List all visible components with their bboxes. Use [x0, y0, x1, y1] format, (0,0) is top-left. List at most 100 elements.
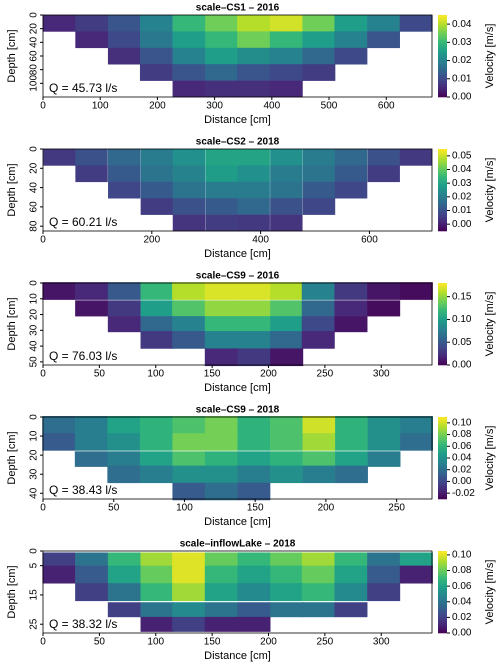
heat-cell — [237, 451, 271, 467]
colorbar-step — [438, 486, 447, 490]
colorbar-step — [438, 226, 447, 230]
heat-cell — [139, 451, 173, 467]
x-tick-label: 50 — [94, 637, 106, 648]
heat-cell — [400, 416, 434, 434]
heat-cell — [140, 602, 174, 618]
heat-cell — [107, 416, 141, 434]
heat-cell — [204, 565, 238, 584]
heat-cell — [74, 416, 108, 434]
heat-cell — [205, 47, 239, 65]
heat-cell — [302, 181, 336, 199]
x-tick-label: 0 — [40, 637, 46, 648]
colorbar-step — [438, 419, 447, 422]
colorbar-tick-label: 0.05 — [452, 337, 472, 348]
x-tick-label: 100 — [147, 369, 164, 380]
x-tick-label: 200 — [318, 503, 335, 514]
colorbar-step — [438, 577, 447, 580]
colorbar-tick-label: 0.02 — [452, 612, 472, 623]
y-tick-label: 40 — [29, 487, 40, 499]
colorbar-step — [438, 153, 447, 156]
colorbar-step — [438, 23, 447, 26]
heat-cell — [75, 31, 109, 49]
heat-cell — [204, 433, 238, 451]
plot-frame — [42, 550, 433, 634]
colorbar-step — [438, 567, 447, 570]
colorbar-step — [438, 173, 447, 176]
colorbar-step — [438, 321, 447, 325]
heat-cell — [139, 465, 173, 484]
heat-cell — [139, 31, 173, 49]
heat-cell — [139, 64, 173, 81]
heat-cell — [302, 451, 336, 467]
y-axis-title: Depth [cm] — [6, 565, 18, 618]
heat-cell — [301, 282, 335, 300]
y-tick-label: 40 — [29, 182, 40, 194]
heat-cell — [172, 451, 206, 467]
x-tick-label: 50 — [108, 503, 120, 514]
colorbar-step — [438, 354, 447, 358]
colorbar-tick-label: 0.02 — [452, 55, 472, 66]
colorbar-step — [438, 84, 447, 88]
colorbar-step — [438, 433, 447, 436]
colorbar-step — [438, 49, 447, 53]
heat-cell — [172, 416, 206, 434]
y-tick-label: 0 — [29, 414, 40, 420]
colorbar-step — [438, 581, 447, 585]
heat-cell — [237, 416, 271, 434]
colorbar-step — [438, 169, 447, 172]
colorbar-step — [438, 336, 447, 339]
heat-cell — [270, 316, 304, 333]
colorbar-step — [438, 557, 447, 560]
colorbar-step — [438, 362, 447, 366]
heat-cell — [75, 165, 108, 183]
heat-cell — [74, 451, 108, 467]
heat-cell — [269, 80, 303, 98]
annotation: Q = 45.73 l/s — [49, 81, 117, 95]
colorbar-step — [438, 484, 447, 487]
colorbar-step — [438, 332, 447, 335]
plot-frame — [42, 148, 433, 232]
colorbar-step — [438, 155, 447, 158]
colorbar-step — [438, 319, 447, 323]
colorbar-step — [438, 443, 447, 446]
colorbar-tick-label: 0.10 — [452, 314, 472, 325]
colorbar-step — [438, 569, 447, 572]
colorbar-step — [438, 455, 447, 459]
colorbar-step — [438, 19, 447, 22]
colorbar-step — [438, 289, 447, 292]
colorbar-step — [438, 17, 447, 20]
y-tick-label: 80 — [29, 64, 40, 76]
colorbar-tick-label: 0.10 — [452, 550, 472, 561]
heat-cell — [334, 31, 368, 49]
heat-cell — [399, 149, 433, 166]
heat-cell — [172, 552, 206, 568]
heat-cell — [334, 583, 368, 602]
colorbar-step — [438, 441, 447, 444]
colorbar-step — [438, 496, 447, 500]
x-tick-label: 0 — [40, 101, 46, 112]
colorbar-step — [438, 56, 447, 59]
colorbar-tick-label: 0.05 — [452, 150, 472, 161]
heat-cell — [301, 331, 335, 349]
colorbar-step — [438, 196, 447, 199]
colorbar-step — [438, 350, 447, 353]
colorbar-step — [438, 295, 447, 298]
heat-cell — [270, 214, 303, 232]
colorbar-step — [438, 579, 447, 583]
colorbar-step — [438, 602, 447, 605]
colorbar-step — [438, 301, 447, 304]
heat-cell — [334, 181, 368, 199]
heat-cell — [107, 465, 141, 484]
heat-cell — [367, 451, 401, 467]
colorbar-step — [438, 33, 447, 36]
colorbar-step — [438, 212, 447, 215]
colorbar-tick-label: 0.01 — [452, 73, 472, 84]
colorbar-step — [438, 315, 447, 319]
x-tick-label: 200 — [149, 101, 166, 112]
y-tick-label: 100 — [29, 75, 40, 92]
heat-cell — [399, 282, 433, 300]
colorbar-step — [438, 612, 447, 615]
colorbar-step — [438, 165, 447, 168]
heat-cell — [301, 300, 335, 317]
x-tick-label: 400 — [252, 235, 269, 246]
